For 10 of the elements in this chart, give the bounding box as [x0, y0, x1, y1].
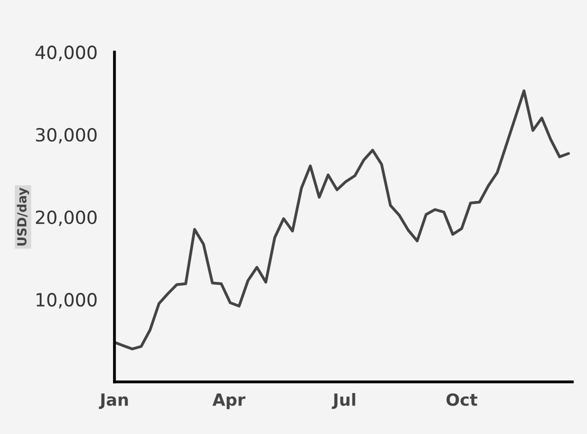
y-tick-label: 10,000	[36, 292, 97, 308]
x-tick-label: Oct	[446, 393, 478, 406]
x-tick-label: Jul	[332, 393, 356, 410]
y-tick-label: 40,000	[36, 46, 97, 62]
x-tick-label: Jan	[98, 394, 128, 410]
y-tick-label: 20,000	[36, 210, 97, 226]
line-series	[114, 89, 570, 350]
x-tick-label: Apr	[212, 394, 246, 410]
y-tick-label: 30,000	[36, 128, 97, 144]
y-axis-title: USD/day	[16, 188, 30, 246]
